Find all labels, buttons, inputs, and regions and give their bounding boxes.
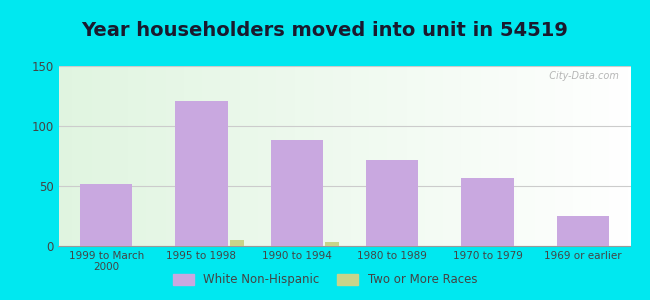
Bar bbox=[556, 216, 609, 246]
Bar bbox=[462, 178, 514, 246]
Legend: White Non-Hispanic, Two or More Races: White Non-Hispanic, Two or More Races bbox=[168, 269, 482, 291]
Bar bbox=[366, 160, 419, 246]
Bar bbox=[80, 184, 133, 246]
Text: Year householders moved into unit in 54519: Year householders moved into unit in 545… bbox=[81, 21, 569, 40]
Bar bbox=[229, 240, 244, 246]
Text: City-Data.com: City-Data.com bbox=[543, 71, 619, 81]
Bar bbox=[176, 101, 227, 246]
Bar bbox=[270, 140, 323, 246]
Bar bbox=[325, 242, 339, 246]
